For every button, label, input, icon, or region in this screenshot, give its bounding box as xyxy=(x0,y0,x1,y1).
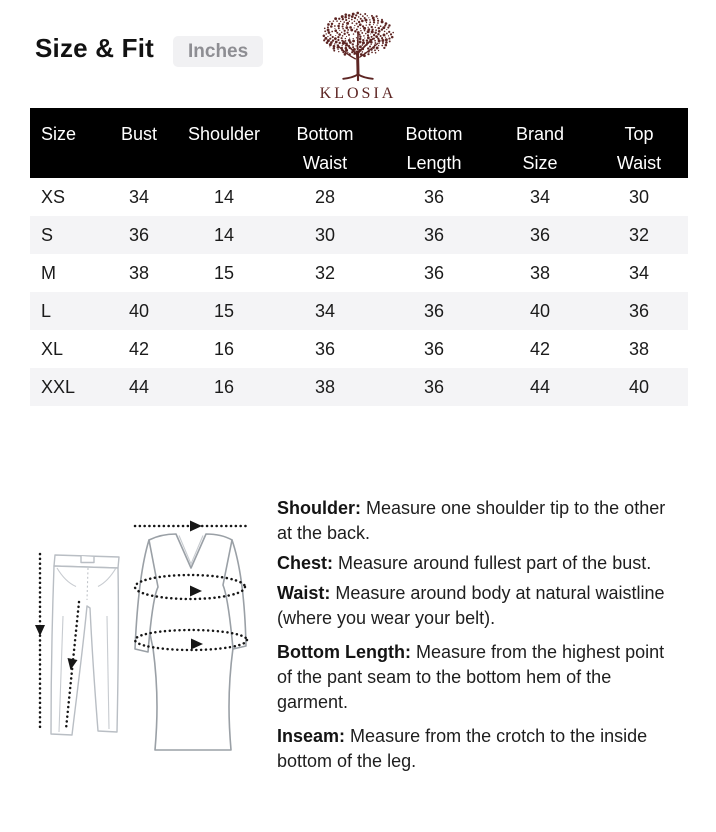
table-header-row: Size Bust Shoulder Bottom Waist Bottom Lengt… xyxy=(30,108,688,178)
table-cell: 36 xyxy=(423,300,445,321)
guide-label: Chest: xyxy=(277,553,334,573)
table-cell: 36 xyxy=(423,224,445,245)
table-cell: 15 xyxy=(213,262,235,283)
hip-ellipse-arrow xyxy=(133,628,249,652)
table-cell: M xyxy=(41,262,56,283)
size-table: Size Bust Shoulder Bottom Waist Bottom Lengt… xyxy=(30,108,688,406)
guide-text: Measure from the highest point of the pa… xyxy=(277,642,665,712)
table-cell: 16 xyxy=(213,338,235,359)
table-cell: 34 xyxy=(628,262,650,283)
table-row: L 40 15 34 36 40 36 xyxy=(30,292,688,330)
table-cell: 36 xyxy=(628,300,650,321)
table-cell: 42 xyxy=(529,338,551,359)
guide-label: Bottom Length: xyxy=(277,642,411,662)
table-row: S 36 14 30 36 36 32 xyxy=(30,216,688,254)
guide-text: Measure one shoulder tip to the other at… xyxy=(277,498,666,543)
measure-guide: Shoulder: Measure one shoulder tip to th… xyxy=(277,496,682,779)
column-header-bottom-length: Bottom Length xyxy=(405,124,463,173)
unit-badge: Inches xyxy=(173,36,264,67)
table-cell: 16 xyxy=(213,376,235,397)
table-cell: 30 xyxy=(314,224,336,245)
table-cell: 28 xyxy=(314,186,336,207)
inseam-arrow xyxy=(64,600,81,731)
table-cell: 40 xyxy=(529,300,551,321)
size-table-body: XS 34 14 28 36 34 30 S 36 14 30 36 36 32 M 38 15 32 36 38 34… xyxy=(30,178,688,406)
guide-label: Shoulder: xyxy=(277,498,361,518)
table-cell: 34 xyxy=(314,300,336,321)
table-cell: 42 xyxy=(128,338,150,359)
table-cell: 14 xyxy=(213,186,235,207)
table-cell: 36 xyxy=(423,186,445,207)
guide-item-waist: Waist: Measure around body at natural wa… xyxy=(277,581,682,631)
guide-item-bottom-length: Bottom Length: Measure from the highest … xyxy=(277,640,682,715)
column-header-size: Size xyxy=(41,124,77,144)
tree-canopy-dots xyxy=(322,11,395,58)
table-cell: 40 xyxy=(628,376,650,397)
table-cell: 36 xyxy=(128,224,150,245)
guide-item-shoulder: Shoulder: Measure one shoulder tip to th… xyxy=(277,496,682,546)
table-cell: 30 xyxy=(628,186,650,207)
table-cell: 36 xyxy=(314,338,336,359)
pants-outline xyxy=(50,554,120,736)
table-cell: XS xyxy=(41,186,66,207)
column-header-top-waist: Top Waist xyxy=(616,124,662,173)
guide-label: Waist: xyxy=(277,583,331,603)
column-header-shoulder: Shoulder xyxy=(187,124,261,144)
table-cell: 36 xyxy=(423,376,445,397)
table-cell: 32 xyxy=(628,224,650,245)
table-cell: 14 xyxy=(213,224,235,245)
table-cell: 38 xyxy=(628,338,650,359)
table-cell: 34 xyxy=(128,186,150,207)
shoulder-arrow xyxy=(133,520,251,532)
table-cell: S xyxy=(41,224,54,245)
bust-ellipse-arrow xyxy=(133,573,247,601)
guide-label: Inseam: xyxy=(277,726,346,746)
column-header-brand-size: Brand Size xyxy=(515,124,565,173)
table-cell: 40 xyxy=(128,300,150,321)
table-row: XL 42 16 36 36 42 38 xyxy=(30,330,688,368)
table-cell: 34 xyxy=(529,186,551,207)
outseam-arrow xyxy=(35,552,45,733)
table-cell: 36 xyxy=(423,262,445,283)
table-cell: 36 xyxy=(423,338,445,359)
table-row: XS 34 14 28 36 34 30 xyxy=(30,178,688,216)
guide-text: Measure around body at natural waistline… xyxy=(277,583,665,628)
table-cell: 38 xyxy=(128,262,150,283)
table-row: M 38 15 32 36 38 34 xyxy=(30,254,688,292)
table-cell: 15 xyxy=(213,300,235,321)
brand-logo: KLOSIA xyxy=(312,6,404,103)
table-cell: 38 xyxy=(314,376,336,397)
table-cell: 44 xyxy=(128,376,150,397)
table-cell: 32 xyxy=(314,262,336,283)
guide-text: Measure around fullest part of the bust. xyxy=(338,553,652,573)
table-cell: 38 xyxy=(529,262,551,283)
table-cell: XXL xyxy=(41,376,76,397)
brand-name: KLOSIA xyxy=(319,85,397,102)
table-cell: XL xyxy=(41,338,64,359)
measurement-diagram xyxy=(35,520,251,751)
column-header-bust: Bust xyxy=(120,124,158,144)
page-title: Size & Fit xyxy=(35,33,155,63)
table-cell: 36 xyxy=(529,224,551,245)
column-header-bottom-waist: Bottom Waist xyxy=(296,124,354,173)
guide-text: Measure from the crotch to the inside bo… xyxy=(277,726,648,771)
guide-item-chest: Chest: Measure around fullest part of th… xyxy=(277,551,682,576)
table-cell: 44 xyxy=(529,376,551,397)
table-cell: L xyxy=(41,300,52,321)
table-row: XXL 44 16 38 36 44 40 xyxy=(30,368,688,406)
tree-icon xyxy=(322,11,395,82)
guide-item-inseam: Inseam: Measure from the crotch to the i… xyxy=(277,724,682,774)
dress-outline xyxy=(134,533,247,751)
